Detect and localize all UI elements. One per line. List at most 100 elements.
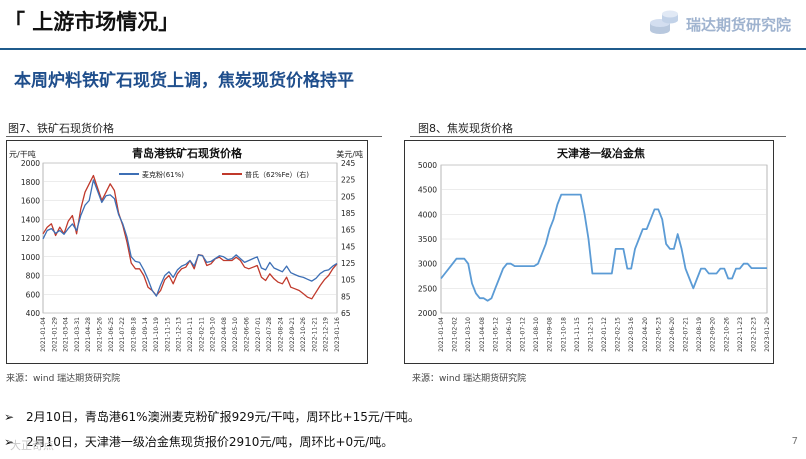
- bullet-text: 2月10日，天津港一级冶金焦现货报价2910元/吨，周环比+0元/吨。: [26, 435, 394, 449]
- x-tick-label: 2022-05-10: [232, 317, 239, 352]
- right-caption-divider: [410, 136, 786, 137]
- series-line-coke: [440, 193, 767, 302]
- x-tick-label: 2022-02-15: [615, 317, 622, 352]
- left-tick-label: 2000: [21, 159, 40, 168]
- series-line-mac: [42, 179, 338, 297]
- page-title: 「 上游市场情况」: [4, 10, 180, 34]
- legend-label-platts: 普氏（62%Fe）(右): [245, 170, 309, 179]
- right-tick-label: 185: [341, 209, 356, 218]
- x-tick-label: 2021-03-10: [465, 317, 472, 352]
- y-tick-label: 2000: [418, 309, 437, 318]
- iron-ore-chart: 青岛港铁矿石现货价格 元/干吨 美元/吨 400 600 800 1000 1200 14…: [9, 146, 363, 352]
- left-tick-label: 1400: [21, 215, 40, 224]
- y-tick-label: 2500: [418, 284, 437, 293]
- x-tick-label: 2021-06-25: [108, 317, 115, 352]
- x-tick-label: 2022-01-11: [187, 317, 194, 352]
- iron-ore-legend: 麦克粉(61%) 普氏（62%Fe）(右): [119, 170, 309, 179]
- x-tick-label: 2021-01-04: [438, 317, 445, 352]
- x-tick-label: 2021-10-19: [153, 317, 160, 352]
- x-tick-label: 2021-06-10: [506, 317, 513, 352]
- right-axis-unit: 美元/吨: [336, 149, 363, 159]
- y-tick-label: 4000: [418, 210, 437, 219]
- right-tick-label: 65: [341, 309, 351, 318]
- x-tick-label: 2021-05-26: [97, 317, 104, 352]
- right-tick-label: 145: [341, 242, 356, 251]
- x-tick-label: 2021-12-13: [587, 317, 594, 352]
- right-tick-label: 165: [341, 226, 356, 235]
- x-tick-label: 2021-11-15: [164, 317, 171, 352]
- left-tick-label: 1000: [21, 253, 40, 262]
- y-tick-label: 5000: [418, 161, 437, 170]
- x-tick-label: 2021-04-28: [85, 317, 92, 352]
- coke-chart-title: 天津港一级冶金焦: [557, 146, 645, 160]
- iron-ore-chart-panel: 青岛港铁矿石现货价格 元/干吨 美元/吨 400 600 800 1000 1200 14…: [6, 140, 368, 364]
- right-tick-label: 105: [341, 276, 356, 285]
- x-tick-label: 2023-01-29: [764, 317, 771, 352]
- left-source-note: 来源：wind 瑞达期货研究院: [6, 374, 121, 384]
- left-tick-label: 400: [26, 309, 41, 318]
- x-tick-label: 2021-07-12: [520, 317, 527, 352]
- right-source-note: 来源：wind 瑞达期货研究院: [412, 374, 527, 384]
- right-figure-caption: 图8、焦炭现货价格: [418, 122, 513, 135]
- y-tick-label: 3000: [418, 260, 437, 269]
- headline: 本周炉料铁矿石现货上调，焦炭现货价格持平: [14, 71, 354, 91]
- left-tick-label: 1200: [21, 234, 40, 243]
- x-tick-label: 2022-11-21: [311, 317, 318, 352]
- right-tick-label: 245: [341, 159, 356, 168]
- coke-chart: 天津港一级冶金焦 2000 2500 3000 3500 4000 4500 5000 202…: [418, 146, 771, 352]
- left-tick-label: 1600: [21, 197, 40, 206]
- left-tick-label: 1800: [21, 178, 40, 187]
- x-tick-label: 2022-07-21: [683, 317, 690, 352]
- x-tick-label: 2022-02-11: [198, 317, 205, 352]
- x-tick-label: 2022-06-06: [244, 317, 251, 352]
- right-tick-label: 225: [341, 176, 356, 185]
- x-tick-label: 2022-03-16: [628, 317, 635, 352]
- x-tick-label: 2021-07-22: [119, 317, 126, 352]
- brand-logo: 瑞达期货研究院: [646, 10, 796, 40]
- left-tick-label: 600: [26, 290, 41, 299]
- left-tick-label: 800: [26, 272, 41, 281]
- title-rule: [0, 48, 806, 50]
- x-tick-label: 2022-12-23: [750, 317, 757, 352]
- x-tick-label: 2022-04-20: [642, 317, 649, 352]
- bullet-item-coke: ➢ 2月10日，天津港一级冶金焦现货报价2910元/吨，周环比+0元/吨。: [4, 433, 393, 450]
- x-tick-label: 2022-09-21: [289, 317, 296, 352]
- series-line-platts: [42, 174, 338, 300]
- x-tick-label: 2022-06-20: [669, 317, 676, 352]
- x-tick-label: 2022-05-23: [655, 317, 662, 352]
- x-tick-label: 2022-10-26: [723, 317, 730, 352]
- x-tick-label: 2022-09-20: [710, 317, 717, 352]
- page-number: 7: [791, 436, 798, 447]
- y-tick-label: 4500: [418, 186, 437, 195]
- left-caption-divider: [6, 136, 382, 137]
- x-tick-label: 2022-07-28: [266, 317, 273, 352]
- x-tick-label: 2021-04-08: [479, 317, 486, 352]
- x-tick-label: 2021-03-31: [74, 317, 81, 352]
- x-tick-label: 2022-01-12: [601, 317, 608, 352]
- right-tick-label: 125: [341, 259, 356, 268]
- legend-label-mac: 麦克粉(61%): [142, 170, 184, 179]
- x-tick-label: 2021-11-15: [574, 317, 581, 352]
- x-tick-label: 2023-01-16: [334, 317, 341, 352]
- arrow-bullet-icon: ➢: [4, 410, 15, 424]
- left-axis-unit: 元/干吨: [9, 149, 36, 159]
- bullet-item-iron-ore: ➢ 2月10日，青岛港61%澳洲麦克粉矿报929元/干吨，周环比+15元/干吨。: [4, 408, 420, 425]
- x-tick-label: 2022-03-10: [210, 317, 217, 352]
- x-tick-label: 2021-05-12: [492, 317, 499, 352]
- x-tick-label: 2021-10-18: [560, 317, 567, 352]
- right-tick-label: 205: [341, 192, 356, 201]
- watermark: 大正奇点: [10, 439, 54, 452]
- x-tick-label: 2021-02-02: [452, 317, 459, 352]
- x-tick-label: 2021-09-14: [142, 317, 149, 352]
- title-bar: 「 上游市场情况」 瑞达期货研究院: [0, 0, 806, 48]
- x-tick-label: 2021-12-13: [176, 317, 183, 352]
- x-tick-label: 2021-09-08: [547, 317, 554, 352]
- x-tick-label: 2021-01-29: [51, 317, 58, 352]
- right-tick-label: 85: [341, 292, 351, 301]
- y-tick-label: 3500: [418, 235, 437, 244]
- x-tick-label: 2022-10-26: [300, 317, 307, 352]
- x-tick-label: 2022-07-01: [255, 317, 262, 352]
- brand-name: 瑞达期货研究院: [686, 16, 792, 34]
- x-tick-label: 2022-11-23: [737, 317, 744, 352]
- iron-ore-chart-title: 青岛港铁矿石现货价格: [132, 146, 243, 160]
